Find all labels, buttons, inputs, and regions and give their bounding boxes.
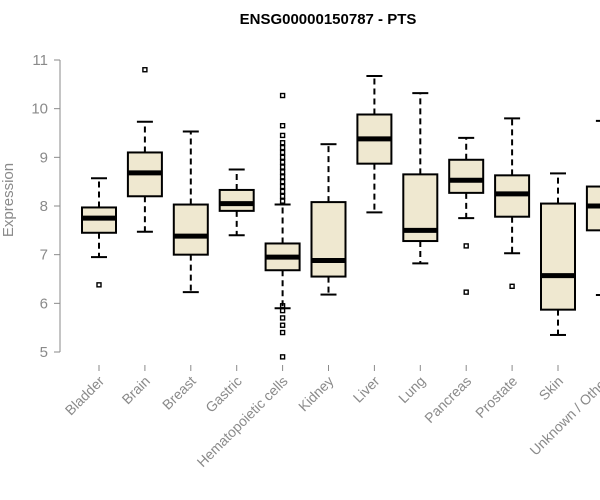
box-iqr: [448, 158, 485, 194]
outlier-point: [279, 174, 286, 180]
x-tick-label: Hematopoietic cells: [194, 373, 291, 470]
outlier-point: [279, 132, 286, 139]
box-iqr: [172, 203, 209, 256]
box-skin: [540, 172, 576, 336]
outlier-point: [279, 183, 286, 190]
outlier-point: [142, 67, 148, 73]
outlier-point: [279, 169, 286, 175]
outlier-point: [279, 144, 286, 151]
outlier-point: [279, 322, 286, 328]
x-tick-label: Pancreas: [421, 373, 474, 426]
outlier-point: [279, 198, 286, 204]
x-tick-label: Gastric: [202, 373, 245, 416]
box-hematopoietic-cells: [264, 92, 301, 360]
box-prostate: [494, 117, 531, 289]
outlier-point: [279, 149, 286, 156]
box-bladder: [81, 177, 117, 288]
x-tick-label: Skin: [536, 373, 567, 404]
outlier-point: [96, 282, 102, 288]
box-iqr: [540, 202, 576, 311]
outlier-point: [509, 283, 515, 289]
x-tick-label: Brain: [119, 373, 153, 407]
outlier-point: [279, 354, 286, 360]
y-tick-label: 6: [40, 295, 48, 312]
box-lung: [402, 92, 439, 265]
box-breast: [172, 130, 209, 294]
y-tick-label: 8: [40, 198, 48, 215]
outlier-point: [279, 303, 286, 309]
outlier-point: [279, 154, 286, 161]
outlier-point: [279, 193, 286, 199]
x-tick-label: Kidney: [295, 373, 337, 415]
chart-title: ENSG00000150787 - PTS: [240, 11, 417, 28]
outlier-point: [279, 122, 286, 129]
y-axis: 5 6 7 8 9 10 11: [31, 52, 61, 361]
outlier-point: [279, 307, 286, 314]
outlier-point: [279, 164, 286, 170]
y-axis-label: Expression: [0, 163, 17, 237]
x-tick-label: Prostate: [472, 373, 520, 421]
box-unknown-other: [585, 119, 600, 297]
boxes-group: [81, 67, 600, 360]
box-pancreas: [448, 136, 485, 295]
box-liver: [356, 75, 393, 214]
box-brain: [126, 67, 163, 233]
y-tick-label: 11: [32, 52, 48, 69]
outlier-point: [279, 178, 286, 185]
x-tick-label: Breast: [159, 373, 199, 413]
box-gastric: [218, 168, 255, 237]
outlier-point: [279, 329, 286, 336]
outlier-point: [279, 92, 286, 99]
y-tick-label: 9: [40, 149, 48, 166]
y-tick-label: 7: [40, 247, 48, 264]
outlier-point: [279, 140, 286, 146]
outlier-point: [463, 289, 469, 295]
outlier-point: [279, 188, 286, 195]
x-tick-label: Lung: [395, 373, 428, 406]
box-iqr: [218, 188, 255, 212]
box-kidney: [310, 143, 347, 296]
x-tick-label: Bladder: [62, 373, 108, 419]
outlier-point: [279, 315, 286, 321]
box-iqr: [310, 201, 347, 278]
x-tick-label: Liver: [350, 373, 383, 406]
y-tick-label: 10: [31, 101, 48, 118]
outlier-point: [463, 243, 469, 249]
outlier-point: [279, 159, 286, 165]
y-tick-label: 5: [40, 344, 48, 361]
